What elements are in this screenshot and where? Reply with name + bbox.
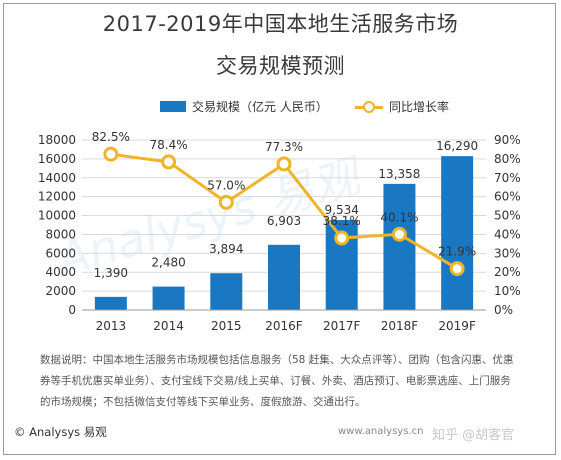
- x-tick-label: 2016F: [265, 319, 303, 333]
- y-left-tick-label: 14000: [38, 171, 76, 185]
- growth-point: [103, 146, 119, 162]
- chart-subtitle: 交易规模预测: [216, 54, 345, 78]
- bar-value-label: 2,480: [151, 256, 185, 270]
- growth-point: [218, 194, 234, 210]
- y-right-tick-label: 10%: [494, 284, 521, 298]
- growth-label: 38.1%: [323, 214, 361, 228]
- copyright: © Analysys 易观: [14, 425, 107, 439]
- bar: [441, 156, 474, 310]
- x-tick-label: 2014: [153, 319, 184, 333]
- note-line-3: 的市场规模；不包括微信支付等线下买单业务、度假旅游、交通出行。: [40, 396, 366, 408]
- note-line-1: 数据说明：中国本地生活服务市场规模包括信息服务（58 赶集、大众点评等）、团购（…: [40, 354, 514, 366]
- bar-value-label: 3,894: [209, 242, 243, 256]
- y-right-tick-label: 80%: [494, 152, 521, 166]
- y-right-tick-label: 20%: [494, 265, 521, 279]
- growth-point: [334, 230, 350, 246]
- x-tick-label: 2013: [96, 319, 127, 333]
- zhihu-watermark: 知乎 @胡客官: [432, 428, 515, 443]
- y-right-tick-label: 30%: [494, 246, 521, 260]
- growth-point: [391, 226, 407, 242]
- y-right-tick-label: 60%: [494, 190, 521, 204]
- growth-point: [449, 261, 465, 277]
- y-left-tick-label: 8000: [45, 227, 76, 241]
- bar: [94, 296, 127, 310]
- bar: [152, 286, 185, 310]
- growth-label: 57.0%: [207, 178, 245, 192]
- data-notes: 数据说明：中国本地生活服务市场规模包括信息服务（58 赶集、大众点评等）、团购（…: [40, 350, 540, 413]
- legend-line: 同比增长率: [355, 98, 449, 115]
- y-left-tick-label: 18000: [38, 133, 76, 147]
- legend-bar-swatch: [160, 101, 186, 112]
- bar-value-label: 1,390: [94, 266, 128, 280]
- y-left-tick-label: 2000: [45, 284, 76, 298]
- chart-title: 2017-2019年中国本地生活服务市场: [102, 12, 459, 36]
- x-tick-label: 2019F: [438, 319, 476, 333]
- x-tick-label: 2017F: [323, 319, 361, 333]
- growth-point: [276, 156, 292, 172]
- growth-label: 40.1%: [380, 210, 418, 224]
- y-left-tick-label: 12000: [38, 190, 76, 204]
- y-left-tick-label: 10000: [38, 209, 76, 223]
- growth-point: [161, 154, 177, 170]
- x-tick-label: 2015: [211, 319, 242, 333]
- legend-line-label: 同比增长率: [389, 100, 450, 114]
- bar: [268, 244, 300, 310]
- x-tick-label: 2018F: [381, 319, 419, 333]
- growth-label: 77.3%: [265, 140, 303, 154]
- bar-value-label: 6,903: [267, 214, 301, 228]
- y-right-tick-label: 50%: [494, 209, 521, 223]
- y-right-tick-label: 0%: [494, 303, 513, 317]
- y-right-tick-label: 70%: [494, 171, 521, 185]
- y-left-tick-label: 16000: [38, 152, 76, 166]
- y-right-tick-label: 90%: [494, 133, 521, 147]
- bar: [383, 183, 416, 310]
- bar-value-label: 9,534: [325, 203, 359, 217]
- image-frame: [3, 3, 556, 455]
- bar-value-label: 16,290: [436, 139, 478, 153]
- growth-label: 82.5%: [92, 130, 130, 144]
- bar: [210, 273, 243, 310]
- growth-label: 21.9%: [438, 245, 476, 259]
- y-left-tick-label: 6000: [45, 246, 76, 260]
- y-left-tick-label: 4000: [45, 265, 76, 279]
- bar-value-label: 13,358: [378, 167, 420, 181]
- legend-line-swatch: [355, 101, 383, 113]
- legend-bar-label: 交易规模（亿元 人民币）: [192, 100, 328, 114]
- y-left-tick-label: 0: [68, 303, 76, 317]
- y-right-tick-label: 40%: [494, 227, 521, 241]
- growth-label: 78.4%: [150, 138, 188, 152]
- note-line-2: 券等手机优惠买单业务）、支付宝线下交易/线上买单、订餐、外卖、酒店预订、电影票选…: [40, 375, 511, 387]
- legend-bar: 交易规模（亿元 人民币）: [160, 98, 328, 115]
- site-url: www.analysys.cn: [338, 426, 424, 437]
